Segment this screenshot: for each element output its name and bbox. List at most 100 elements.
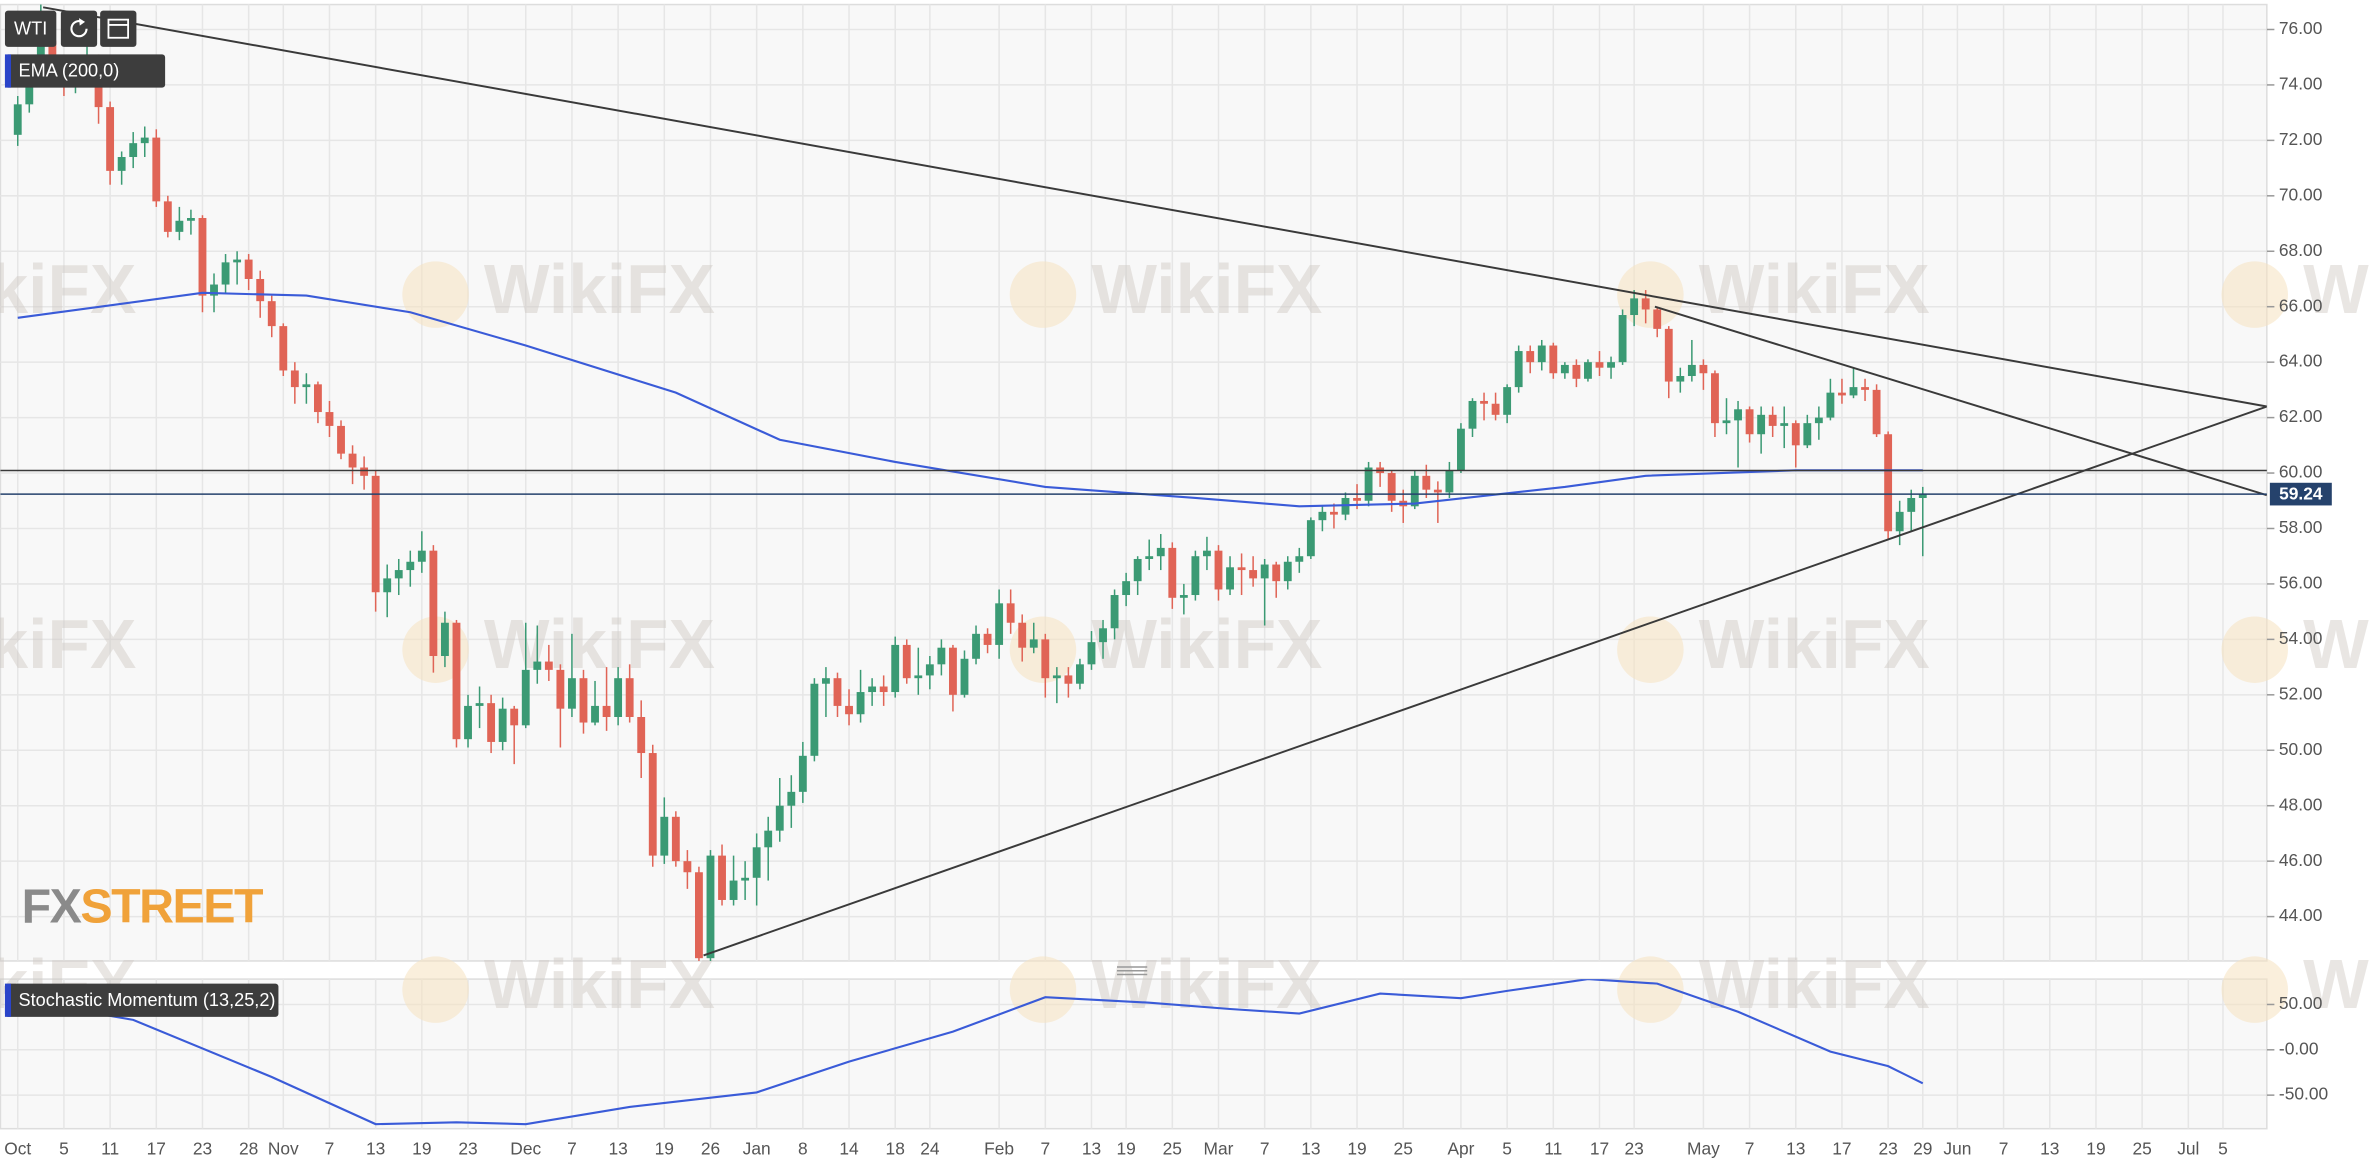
y-tick-label: 70.00 [2279,184,2322,204]
refresh-button[interactable] [60,10,98,47]
y-tick-label: 46.00 [2279,850,2322,870]
candle-body [845,705,853,715]
candle-body [1445,470,1454,493]
marks [0,4,2267,1126]
candle-body [718,855,726,900]
x-tick-label: Oct [4,1138,31,1158]
x-tick-label: 7 [567,1138,577,1158]
candle-body [1422,475,1431,490]
watermark-icon [1009,956,1077,1023]
x-tick-label: 14 [839,1138,859,1158]
candle-body [13,104,22,135]
candle-body [1272,564,1281,582]
x-tick-label: 23 [1878,1138,1897,1158]
candle-body [1849,387,1858,396]
price-panel [0,3,2268,962]
candle-body [1318,511,1327,521]
candle-body [1029,639,1038,648]
candle-body [521,669,530,726]
legend-symbol: WTI [14,18,47,38]
y-tick-label: 68.00 [2279,240,2322,260]
y-tick-label: -0.00 [2279,1038,2319,1058]
candle-body [1780,423,1789,426]
candle-body [290,370,299,388]
x-tick-label: 7 [325,1138,335,1158]
watermark-icon [2221,616,2288,683]
x-tick-label: 17 [1590,1138,1609,1158]
legend-ema: EMA (200,0) [19,61,120,81]
watermark-text: WikiFX [1699,605,1930,683]
candle-body [186,217,195,221]
candle-body [210,284,218,296]
symbol-legend: WTI [4,10,137,47]
legend-swatch [4,54,11,88]
candle-body [1768,414,1777,426]
candle-body [1584,362,1592,379]
legend-box [4,983,279,1017]
x-tick-label: 7 [1999,1138,2009,1158]
candle-body [637,716,646,754]
watermark-text: WikiFX [1699,250,1930,328]
candle-body [960,658,969,695]
x-tick-label: 11 [101,1138,119,1158]
candle-body [1503,387,1512,415]
grid [0,4,2267,1129]
candle-body [833,678,842,706]
watermark-text: WikiFX [484,250,715,328]
candle-body [879,686,888,693]
x-tick-label: 19 [412,1138,431,1158]
candle-body [1214,550,1223,590]
x-tick-label: 25 [1394,1138,1413,1158]
candle-body [625,678,634,717]
x-tick-label: 13 [608,1138,627,1158]
candle-body [221,262,230,285]
candle-body [533,661,542,670]
x-tick-label: 23 [1624,1138,1643,1158]
watermark-text: WikiFX [484,605,715,683]
oscillator-line [17,979,1924,1126]
watermark-icon [1617,956,1684,1023]
candle-body [510,708,519,726]
x-tick-label: 19 [1116,1138,1135,1158]
watermark-text: WikiFX [0,605,136,683]
x-tick-label: Dec [510,1138,541,1158]
x-tick-label: 11 [1544,1138,1562,1158]
candle-body [914,675,923,679]
logo-street: STREET [80,879,264,933]
candle-body [1249,570,1258,579]
candle-body [683,861,692,873]
candle-body [1295,556,1304,562]
candle-body [937,647,946,665]
candle-body [1653,309,1662,329]
last-price-label: 59.24 [2279,483,2323,503]
candle-body [856,692,865,715]
candle-body [1814,417,1823,424]
trend-line [1654,305,2267,497]
watermark-text: WikiFX [1699,945,1930,1023]
panel-divider[interactable] [1117,966,1148,976]
candle-body [1907,497,1916,512]
candle-body [1711,373,1719,424]
candle-body [695,872,703,959]
candle-body [1722,420,1731,424]
watermark-text: WikiFX [2303,945,2370,1023]
candle-body [556,669,565,709]
candle-body [498,708,507,742]
candle-body [1226,567,1234,590]
y-tick-label: 54.00 [2279,628,2322,648]
candle-body [648,753,657,856]
y-tick-label: 50.00 [2279,739,2322,759]
candle-body [106,107,115,171]
logo-fx: FX [22,879,82,933]
watermark-text: WikiFX [2303,250,2370,328]
candle-body [1918,494,1927,498]
candle-body [1087,642,1096,665]
refresh-icon [70,20,88,38]
candle-body [591,705,599,723]
candle-body [1168,547,1177,598]
candle-body [279,326,288,371]
y-tick-label: 76.00 [2279,18,2322,38]
watermark-text: WikiFX [0,250,136,328]
calendar-button[interactable] [100,10,137,47]
